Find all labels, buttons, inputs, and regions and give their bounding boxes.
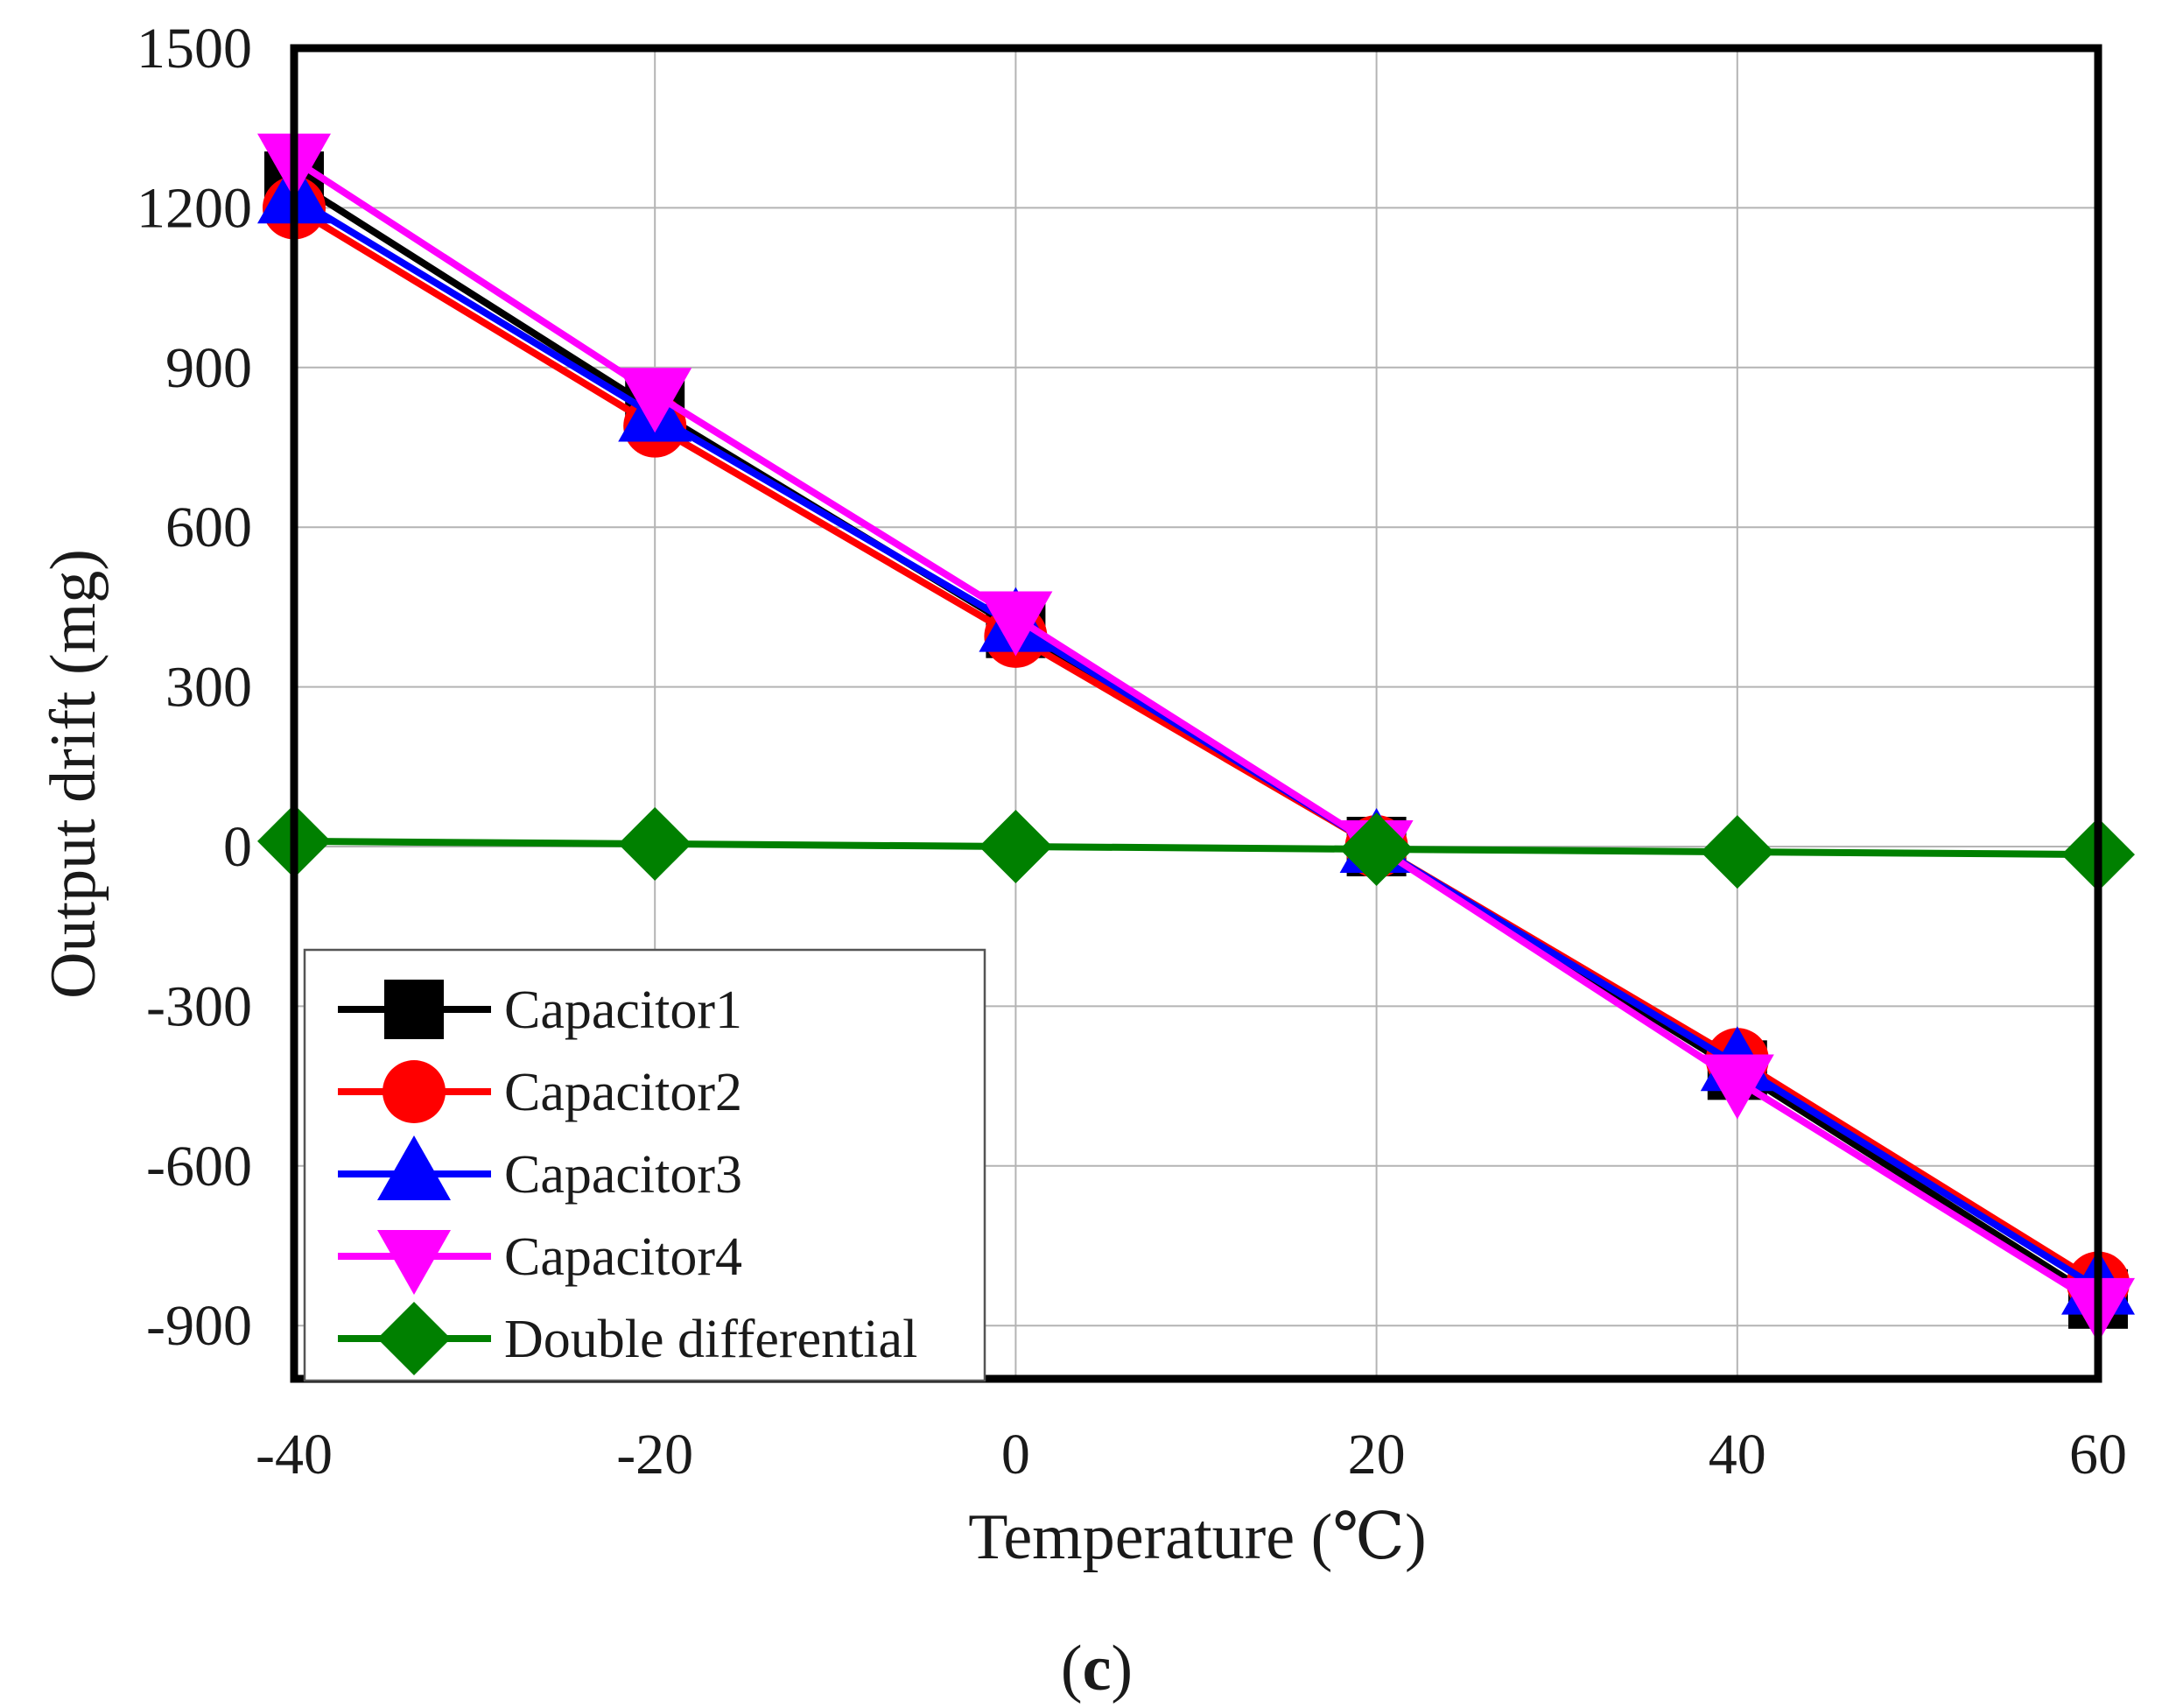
legend-marker xyxy=(377,1302,451,1375)
tick-layer: 1500 1200 900 600 300 0 -300 -600 -900 -40 -20 0 20 4… xyxy=(137,17,2127,1487)
legend-marker xyxy=(384,980,444,1039)
legend-label: Capacitor4 xyxy=(504,1227,742,1287)
y-tick-label: 900 xyxy=(165,336,252,400)
data-point xyxy=(979,591,1053,657)
legend-label: Capacitor1 xyxy=(504,981,742,1040)
y-tick-label: 0 xyxy=(223,815,252,879)
figure-caption: (c) xyxy=(1061,1633,1133,1704)
series-line xyxy=(291,204,2101,1286)
legend-label: Capacitor2 xyxy=(504,1063,742,1122)
data-point xyxy=(979,810,1053,883)
y-axis-title: Output drift (mg) xyxy=(38,549,109,999)
legend-marker xyxy=(383,1060,446,1123)
y-tick-label: -600 xyxy=(146,1135,252,1198)
y-tick-label: 600 xyxy=(165,496,252,559)
caption-close: ) xyxy=(1111,1633,1133,1704)
y-tick-label: 1500 xyxy=(137,17,252,81)
data-point xyxy=(1700,1054,1774,1120)
legend-entry: Capacitor1 xyxy=(338,980,742,1040)
y-tick-label: 300 xyxy=(165,656,252,720)
x-tick-label: -20 xyxy=(616,1423,693,1487)
series-line xyxy=(293,837,2099,859)
legend-entry: Double differential xyxy=(338,1302,917,1375)
legend-marker xyxy=(377,1135,451,1200)
x-tick-label: 40 xyxy=(1709,1423,1766,1487)
plot-frame xyxy=(290,44,2102,1383)
legend-label: Capacitor3 xyxy=(504,1145,742,1205)
x-tick-label: 20 xyxy=(1348,1423,1406,1487)
legend-label: Double differential xyxy=(504,1310,917,1369)
x-tick-label: 0 xyxy=(1001,1423,1030,1487)
legend: Capacitor1 Capacitor2 Capacitor3 Capacitor4… xyxy=(303,948,986,1382)
x-axis-title: Temperature (℃) xyxy=(968,1501,1426,1573)
data-point xyxy=(1700,815,1774,889)
y-tick-label: -300 xyxy=(146,974,252,1038)
x-tick-label: -40 xyxy=(256,1423,333,1487)
x-tick-label: 60 xyxy=(2069,1423,2127,1487)
data-point xyxy=(1339,812,1414,887)
series-line xyxy=(291,157,2101,1308)
data-point xyxy=(618,368,692,433)
legend-entry: Capacitor3 xyxy=(338,1135,742,1205)
legend-marker xyxy=(377,1230,451,1295)
legend-entry: Capacitor2 xyxy=(338,1060,742,1123)
y-tick-label: 1200 xyxy=(137,176,252,240)
caption-letter: c xyxy=(1083,1633,1112,1704)
caption-open: ( xyxy=(1061,1633,1083,1704)
legend-entry: Capacitor4 xyxy=(338,1227,742,1295)
y-tick-label: -900 xyxy=(146,1294,252,1358)
series-layer xyxy=(257,133,2135,1343)
data-point xyxy=(618,806,692,881)
